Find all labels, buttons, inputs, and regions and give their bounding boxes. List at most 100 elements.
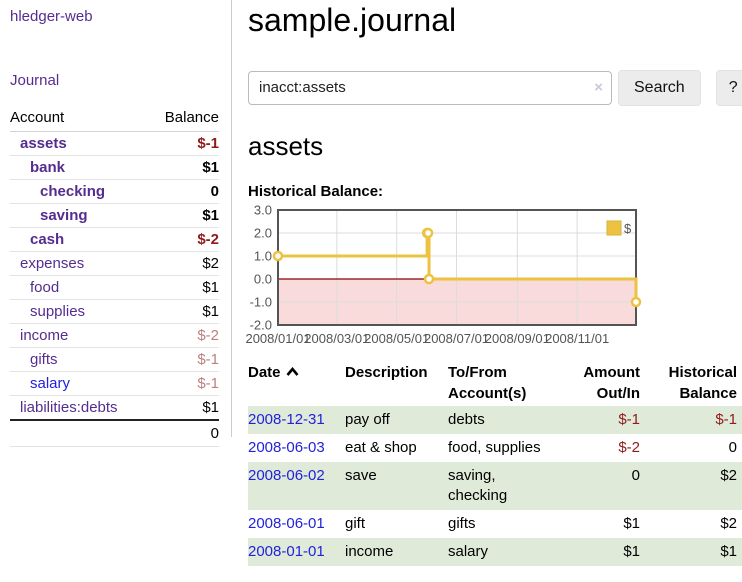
brand-link[interactable]: hledger-web <box>10 8 93 25</box>
page-title: sample.journal <box>248 2 457 38</box>
main-content: sample.journal × Search ? assets Histori… <box>232 0 742 566</box>
transaction-date-link[interactable]: 2008-06-02 <box>248 466 325 484</box>
transaction-description: gift <box>345 514 366 532</box>
account-row: checking 0 <box>10 179 219 204</box>
svg-text:-2.0: -2.0 <box>250 317 272 332</box>
transaction-date-link[interactable]: 2008-06-01 <box>248 514 325 532</box>
account-balance: 0 <box>148 179 219 204</box>
transaction-date-link[interactable]: 2008-12-31 <box>248 410 325 428</box>
account-link[interactable]: assets <box>20 135 67 152</box>
account-balance: $-2 <box>148 323 219 348</box>
account-balance: $1 <box>148 275 219 300</box>
transaction-balance: $-1 <box>715 410 737 428</box>
historical-balance-chart: $3.0 2.0 1.0 0.0 -1.0 -2.02008/01/012008/03/0… <box>245 202 642 346</box>
account-row: food $1 <box>10 275 219 300</box>
transaction-date-link[interactable]: 2008-01-01 <box>248 542 325 560</box>
legend-swatch <box>606 220 622 236</box>
account-row: expenses $2 <box>10 251 219 276</box>
legend-label: $ <box>624 221 632 236</box>
transaction-amount: $1 <box>623 542 640 560</box>
svg-text:2008/03/01: 2008/03/01 <box>304 331 369 346</box>
transaction-balance: $1 <box>720 542 737 560</box>
accounts-table: Account Balance assets $-1 bank $1 checking 0… <box>10 105 219 447</box>
register-row: 2008-12-31 pay off debts $-1 $-1 <box>248 405 742 434</box>
account-row: liabilities:debts $1 <box>10 396 219 421</box>
accounts-total: 0 <box>148 419 219 447</box>
account-link[interactable]: saving <box>40 207 88 224</box>
transaction-accounts: gifts <box>448 514 476 532</box>
account-link[interactable]: food <box>30 279 60 296</box>
account-link[interactable]: bank <box>30 159 66 176</box>
transaction-description: save <box>345 466 377 484</box>
accounts-header-row: Account Balance <box>10 105 219 132</box>
account-link[interactable]: cash <box>30 231 65 248</box>
accounts-total-row: 0 <box>10 419 219 447</box>
svg-text:2008/09/01: 2008/09/01 <box>485 331 550 346</box>
transaction-amount: 0 <box>631 466 640 484</box>
sidebar: hledger-web Journal Account Balance asse… <box>0 0 232 447</box>
sort-ascending-icon <box>286 364 299 381</box>
account-row: supplies $1 <box>10 299 219 324</box>
account-link[interactable]: expenses <box>20 255 85 272</box>
account-row: bank $1 <box>10 155 219 180</box>
account-balance: $1 <box>202 399 219 416</box>
register-row: 2008-06-01 gift gifts $1 $2 <box>248 510 742 538</box>
transaction-amount: $1 <box>623 514 640 532</box>
account-row: gifts $-1 <box>10 347 219 372</box>
register-row: 2008-06-02 save saving, checking 0 $2 <box>248 461 742 510</box>
svg-text:2008/11/01: 2008/11/01 <box>545 331 609 346</box>
chart-title: Historical Balance: <box>248 182 384 200</box>
account-link[interactable]: income <box>20 327 69 344</box>
accounts-header-account: Account <box>10 105 149 132</box>
transaction-date-link[interactable]: 2008-06-03 <box>248 438 325 456</box>
account-link[interactable]: salary <box>30 375 71 392</box>
account-link[interactable]: gifts <box>30 351 58 368</box>
transaction-balance: $2 <box>720 466 737 484</box>
account-balance: $1 <box>148 299 219 324</box>
register-table: Date Description To/From Account(s) Amou… <box>248 360 742 566</box>
data-point-marker <box>630 296 642 308</box>
account-balance: $2 <box>148 251 219 276</box>
account-balance: $1 <box>148 203 219 228</box>
account-balance: $1 <box>148 155 219 180</box>
register-header-date[interactable]: Date <box>248 360 345 406</box>
svg-text:2008/07/01: 2008/07/01 <box>424 331 489 346</box>
register-row: 2008-06-03 eat & shop food, supplies $-2 0 <box>248 434 742 462</box>
account-balance: $-1 <box>148 131 219 156</box>
data-point-marker <box>422 227 434 239</box>
search-button[interactable]: Search <box>618 69 701 106</box>
transaction-accounts: salary <box>448 542 489 560</box>
register-header-balance: Historical Balance <box>668 363 737 402</box>
sidebar-item-journal[interactable]: Journal <box>10 72 60 89</box>
app-window: hledger-web Journal Account Balance asse… <box>0 0 742 566</box>
svg-text:1.0: 1.0 <box>254 248 272 263</box>
account-balance: $-1 <box>148 371 219 396</box>
transaction-accounts: debts <box>448 410 485 428</box>
clear-search-icon[interactable]: × <box>594 78 603 96</box>
transaction-balance: $2 <box>720 514 737 532</box>
svg-text:-1.0: -1.0 <box>250 294 272 309</box>
svg-text:2008/05/01: 2008/05/01 <box>364 331 429 346</box>
transaction-amount: $-2 <box>618 438 640 456</box>
transaction-description: eat & shop <box>345 438 417 456</box>
transaction-description: pay off <box>345 410 390 428</box>
search-input[interactable] <box>248 70 612 105</box>
search-form: × Search ? <box>248 69 742 106</box>
help-button[interactable]: ? <box>715 69 742 106</box>
svg-text:3.0: 3.0 <box>254 202 272 217</box>
account-link[interactable]: liabilities:debts <box>20 399 118 416</box>
account-row: salary $-1 <box>10 371 219 396</box>
accounts-header-balance: Balance <box>148 105 219 132</box>
register-header-row: Date Description To/From Account(s) Amou… <box>248 360 742 406</box>
account-link[interactable]: checking <box>40 183 106 200</box>
account-row: cash $-2 <box>10 227 219 252</box>
account-balance: $-1 <box>148 347 219 372</box>
account-row: income $-2 <box>10 323 219 348</box>
account-row: saving $1 <box>10 203 219 228</box>
account-link[interactable]: supplies <box>30 303 86 320</box>
data-point-marker <box>423 273 435 285</box>
register-header-description: Description <box>345 363 428 381</box>
svg-text:0.0: 0.0 <box>254 271 272 286</box>
account-row: assets $-1 <box>10 131 219 156</box>
transaction-description: income <box>345 542 394 560</box>
